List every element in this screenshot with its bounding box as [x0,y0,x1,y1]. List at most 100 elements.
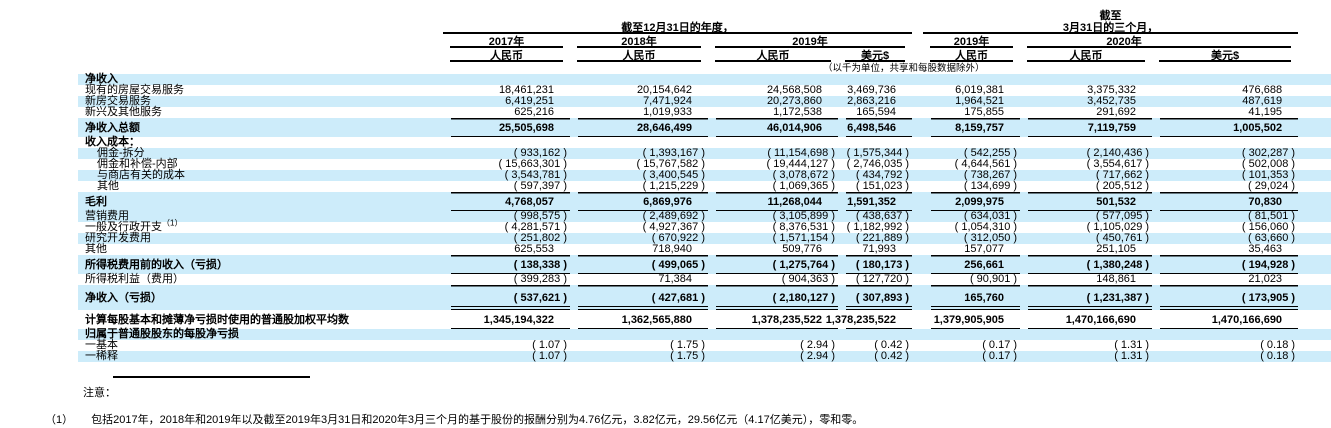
quarterly-period-header: 截至 3月31日的三个月， [923,8,1299,34]
spacer-cell [78,8,443,34]
value-cell: ( 1,182,992 ) [846,221,910,233]
value-cell: 1,964,521 [955,95,1005,107]
year-2018-header: 2018年 [570,34,708,48]
value-cell: ( 717,662 ) [1095,169,1150,181]
row-label: 佣金-拆分 [97,147,145,159]
spacer-cell [1298,48,1331,62]
value-cell: ( 537,621 ) [443,285,570,310]
spacer-cell [78,34,443,48]
table-row: 一般及行政开支（1） ( 4,281,571 ) ( 4,927,367 ) ( 8,… [78,218,1331,233]
value-cell: ( 2,746,035 ) [846,158,910,170]
spacer-cell [1298,285,1331,310]
column-gap [912,137,923,148]
value-cell: 2,863,216 [847,95,897,107]
value-cell: 148,861 [1096,273,1137,285]
row-label: 与商店有关的成本 [97,169,185,181]
column-gap [912,255,923,274]
row-label: 其他 [97,180,119,192]
value-cell: ( 8,376,531 ) [772,221,835,233]
table-row: 新房交易服务 6,419,251 7,471,924 20,273,860 2,863,… [78,96,1331,107]
row-label: 净收入总额 [85,122,140,134]
column-gap [912,96,923,107]
value-cell: 1,005,502 [1152,118,1299,137]
row-label: 其他 [85,243,107,255]
value-cell: ( 3,543,781 ) [504,169,567,181]
table-row: 计算每股基本和摊薄净亏损时使用的普通股加权平均数 1,345,194,322 1,3… [78,310,1331,329]
value-cell: ( 134,699 ) [963,180,1018,192]
value-cell: ( 29,024 ) [1247,180,1296,192]
value-cell: ( 90,901 ) [969,273,1018,285]
value-cell: 291,692 [1096,106,1137,118]
value-cell: ( 0.17 ) [982,350,1018,362]
value-cell: ( 1,275,764 ) [708,255,838,274]
value-cell: 1,172,538 [773,106,822,118]
value-cell: 46,014,906 [708,118,838,137]
value-cell: ( 1.07 ) [532,339,567,351]
value-cell: ( 438,637 ) [855,210,910,222]
currency-rmb-2017: 人民币 [443,48,570,62]
value-cell: ( 19,444,127 ) [766,158,836,170]
value-cell: ( 3,105,899 ) [772,210,835,222]
row-label: 净收入 [85,73,118,85]
spacer-cell [78,48,443,62]
value-cell: ( 434,792 ) [855,169,910,181]
row-label: 新房交易服务 [85,95,151,107]
value-cell: 487,619 [1242,95,1283,107]
spacer-cell [1298,329,1331,340]
value-cell: 1,378,235,522 [826,310,913,329]
spacer-cell [1298,310,1331,329]
value-cell: 1,378,235,522 [708,310,838,329]
q1-2019-header: 2019年 [923,34,1021,48]
spacer-cell [1298,96,1331,107]
spacer-cell [1298,351,1331,362]
table-row: 归属于普通股股东的每股净亏损 [78,329,1331,340]
year-2019-header: 2019年 [708,34,913,48]
value-cell: 41,195 [1248,106,1283,118]
value-cell: ( 499,065 ) [570,255,708,274]
value-cell: 501,532 [1020,192,1153,211]
column-gap [912,211,923,222]
quarterly-period-line1: 截至 [1099,10,1122,22]
unit-note: （以千为单位，共享和每股数据除外） [823,62,985,74]
spacer-cell [1298,148,1331,159]
spacer-cell [1298,192,1331,211]
annual-period-header: 截至12月31日的年度， [443,8,913,34]
value-cell: ( 205,512 ) [1095,180,1150,192]
row-label: 毛利 [85,196,107,208]
spacer-cell [1298,181,1331,192]
value-cell: 625,216 [514,106,554,118]
spacer-cell [1298,340,1331,351]
column-gap [912,148,923,159]
value-cell: 509,776 [782,243,822,255]
value-cell: ( 2.94 ) [800,350,835,362]
value-cell: ( 904,363 ) [781,273,835,285]
footnote-divider [113,376,310,378]
row-label: 一般及行政开支（1） [85,218,183,233]
row-label: 现有的房屋交易服务 [85,84,184,96]
spacer-cell [1298,274,1331,285]
value-cell: 70,830 [1152,192,1299,211]
spacer-cell [1298,137,1331,148]
currency-rmb-2018: 人民币 [570,48,708,62]
value-cell: ( 173,905 ) [1152,285,1299,310]
value-cell: 1,345,194,322 [443,310,570,329]
value-cell: 7,119,759 [1020,118,1153,137]
row-label: 净收入（亏损） [85,292,162,304]
column-gap [912,274,923,285]
spacer-cell [1298,255,1331,274]
value-cell: ( 221,889 ) [855,232,910,244]
value-cell: ( 998,575 ) [513,210,567,222]
value-cell: ( 502,008 ) [1241,158,1296,170]
value-cell: 28,646,499 [570,118,708,137]
value-cell: ( 634,031 ) [963,210,1018,222]
row-label: 新兴及其他服务 [85,106,162,118]
value-cell: ( 542,255 ) [963,147,1018,159]
column-gap [912,310,923,329]
spacer-cell [1298,244,1331,255]
value-cell: ( 1.75 ) [670,339,705,351]
value-cell: ( 0.18 ) [1260,339,1296,351]
value-cell: 1,019,933 [643,106,692,118]
value-cell: 6,869,976 [570,192,708,211]
table-row: 一基本 ( 1.07 ) ( 1.75 ) ( 2.94 ) ( 0.42 ) ( 0.1… [78,340,1331,351]
value-cell: 6,019,381 [955,84,1005,96]
